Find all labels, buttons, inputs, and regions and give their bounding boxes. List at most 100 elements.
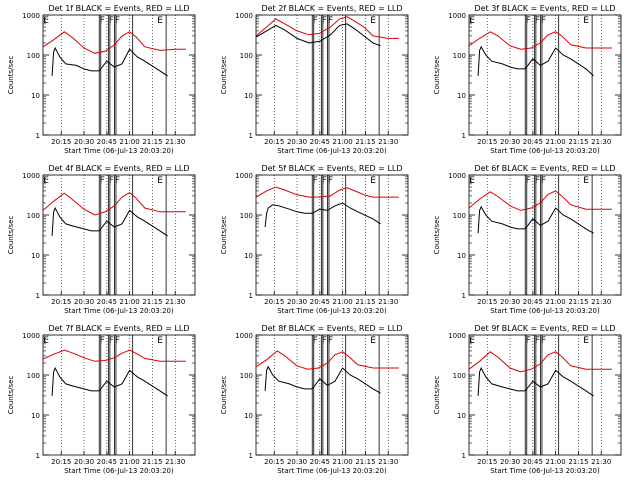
chart-title: Det 6f BLACK = Events, RED = LLD xyxy=(474,164,615,173)
chart-panel-6: Det 6f BLACK = Events, RED = LLD 1 10 100 10… xyxy=(433,164,622,315)
x-tick-label: 21:30 xyxy=(591,458,611,466)
time-annotation: E xyxy=(157,16,163,26)
time-annotation: F xyxy=(535,176,540,186)
x-axis-label: Start Time (06-Jul-13 20:03:20) xyxy=(277,467,387,475)
time-annotation: F xyxy=(115,16,120,26)
x-tick-label: 21:15 xyxy=(568,458,588,466)
time-annotation: F xyxy=(100,16,105,26)
x-tick-label: 20:15 xyxy=(51,458,71,466)
time-annotation: E xyxy=(469,16,475,26)
y-tick-label: 1000 xyxy=(235,332,253,340)
x-tick-label: 21:15 xyxy=(568,298,588,306)
series-line-red xyxy=(42,349,186,362)
x-tick-label: 21:15 xyxy=(142,298,162,306)
series-line-red xyxy=(255,350,399,370)
x-tick-label: 20:30 xyxy=(500,138,520,146)
x-axis-label: Start Time (06-Jul-13 20:03:20) xyxy=(64,147,174,155)
time-annotation: F xyxy=(535,336,540,346)
x-axis-label: Start Time (06-Jul-13 20:03:20) xyxy=(490,147,600,155)
chart-panel-2: Det 2f BLACK = Events, RED = LLD 1 10 100 10… xyxy=(220,4,409,155)
x-tick-label: 20:45 xyxy=(523,138,543,146)
time-annotation: E xyxy=(370,336,376,346)
y-tick-label: 1000 xyxy=(448,172,466,180)
time-annotation: F xyxy=(109,176,114,186)
chart-title: Det 7f BLACK = Events, RED = LLD xyxy=(48,324,189,333)
y-tick-label: 10 xyxy=(244,412,253,420)
x-tick-label: 20:45 xyxy=(523,298,543,306)
y-tick-label: 1000 xyxy=(235,12,253,20)
time-annotation: F xyxy=(541,336,546,346)
x-tick-label: 20:45 xyxy=(310,298,330,306)
time-annotation: E xyxy=(157,336,163,346)
time-annotation: F xyxy=(313,16,318,26)
chart-panel-1: Det 1f BLACK = Events, RED = LLD 1 10 100 10… xyxy=(7,4,196,155)
chart-title: Det 2f BLACK = Events, RED = LLD xyxy=(261,4,402,13)
y-tick-label: 1 xyxy=(249,452,253,460)
y-axis-label: Counts/sec xyxy=(433,376,441,415)
x-tick-label: 21:00 xyxy=(546,138,566,146)
x-tick-label: 21:00 xyxy=(333,298,353,306)
y-tick-label: 10 xyxy=(244,92,253,100)
y-tick-label: 1000 xyxy=(22,12,40,20)
x-tick-label: 20:45 xyxy=(310,138,330,146)
y-axis-label: Counts/sec xyxy=(220,376,228,415)
time-annotation: F xyxy=(526,16,531,26)
time-annotation: F xyxy=(115,176,120,186)
x-tick-label: 21:30 xyxy=(378,298,398,306)
y-tick-label: 100 xyxy=(240,52,253,60)
x-tick-label: 21:00 xyxy=(333,458,353,466)
time-annotation: E xyxy=(469,336,475,346)
x-tick-label: 20:15 xyxy=(477,458,497,466)
y-tick-label: 100 xyxy=(240,372,253,380)
y-tick-label: 100 xyxy=(453,372,466,380)
x-tick-label: 21:15 xyxy=(142,138,162,146)
x-axis-label: Start Time (06-Jul-13 20:03:20) xyxy=(277,147,387,155)
x-tick-label: 20:15 xyxy=(264,298,284,306)
y-tick-label: 1 xyxy=(462,132,466,140)
series-line-red xyxy=(255,186,399,198)
y-tick-label: 1 xyxy=(249,132,253,140)
time-annotation: F xyxy=(322,336,327,346)
y-axis-label: Counts/sec xyxy=(7,376,15,415)
chart-panel-9: Det 9f BLACK = Events, RED = LLD 1 10 100 10… xyxy=(433,324,622,475)
x-tick-label: 20:45 xyxy=(310,458,330,466)
x-tick-label: 21:00 xyxy=(546,458,566,466)
plot-frame xyxy=(42,334,196,456)
time-annotation: F xyxy=(109,336,114,346)
plot-frame xyxy=(42,174,196,296)
x-tick-label: 21:00 xyxy=(546,298,566,306)
time-annotation: E xyxy=(43,336,49,346)
x-tick-label: 20:30 xyxy=(500,298,520,306)
x-tick-label: 20:30 xyxy=(74,458,94,466)
time-annotation: F xyxy=(328,336,333,346)
time-annotation: F xyxy=(313,336,318,346)
chart-panel-3: Det 3f BLACK = Events, RED = LLD 1 10 100 10… xyxy=(433,4,622,155)
series-line-red xyxy=(468,31,612,50)
series-line-red xyxy=(42,192,186,216)
series-line-red xyxy=(468,351,612,373)
x-tick-label: 21:30 xyxy=(378,138,398,146)
y-axis-label: Counts/sec xyxy=(220,216,228,255)
time-annotation: E xyxy=(583,336,589,346)
x-tick-label: 20:15 xyxy=(51,298,71,306)
x-tick-label: 20:30 xyxy=(74,138,94,146)
time-annotation: E xyxy=(370,176,376,186)
y-tick-label: 100 xyxy=(27,212,40,220)
x-tick-label: 21:15 xyxy=(355,458,375,466)
x-tick-label: 20:30 xyxy=(500,458,520,466)
plot-frame xyxy=(468,174,622,296)
series-line-red xyxy=(255,16,399,39)
x-tick-label: 20:30 xyxy=(287,138,307,146)
x-axis-label: Start Time (06-Jul-13 20:03:20) xyxy=(64,307,174,315)
plot-frame xyxy=(468,334,622,456)
x-tick-label: 20:30 xyxy=(74,298,94,306)
y-tick-label: 1000 xyxy=(22,332,40,340)
y-axis-label: Counts/sec xyxy=(7,56,15,95)
y-tick-label: 100 xyxy=(27,52,40,60)
series-line-black xyxy=(255,23,381,47)
y-axis-label: Counts/sec xyxy=(7,216,15,255)
time-annotation: F xyxy=(526,176,531,186)
chart-panel-4: Det 4f BLACK = Events, RED = LLD 1 10 100 10… xyxy=(7,164,196,315)
x-tick-label: 21:15 xyxy=(142,458,162,466)
